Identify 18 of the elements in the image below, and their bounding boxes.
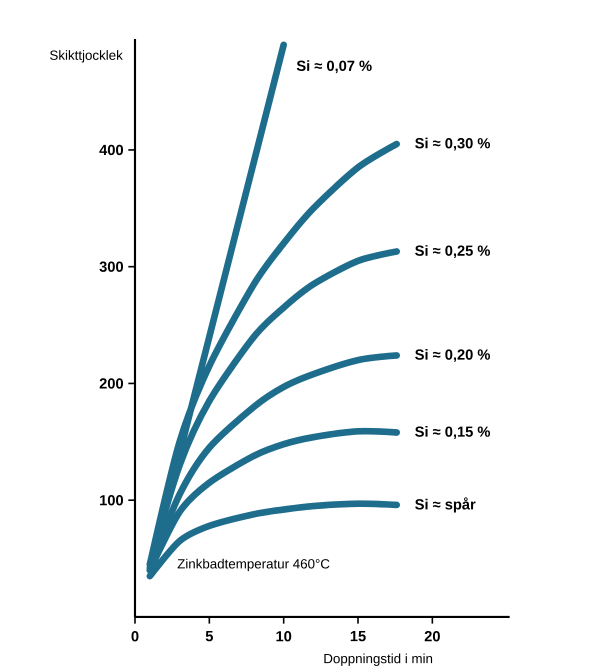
x-axis-title: Doppningstid i min bbox=[324, 653, 432, 666]
x-tick-label: 10 bbox=[276, 631, 292, 642]
x-tick-label: 5 bbox=[206, 631, 213, 642]
y-tick-label: 200 bbox=[100, 378, 124, 389]
x-tick-label: 20 bbox=[424, 631, 440, 642]
y-axis-title: Skikttjocklek bbox=[50, 50, 123, 63]
annotation: Zinkbadtemperatur 460°C bbox=[178, 558, 330, 572]
series-label: Si ≈ 0,07 % bbox=[296, 60, 372, 74]
series-label: Si ≈ 0,20 % bbox=[415, 348, 490, 362]
y-tick-label: 100 bbox=[100, 495, 124, 506]
x-tick-label: 15 bbox=[350, 631, 366, 642]
series-label: Si ≈ 0,30 % bbox=[415, 138, 490, 151]
series-label: Si ≈ 0,15 % bbox=[415, 426, 490, 439]
series-label: Si ≈ spår bbox=[415, 497, 476, 512]
x-tick-label: 0 bbox=[132, 631, 138, 642]
y-tick-label: 300 bbox=[99, 262, 124, 272]
y-tick-label: 400 bbox=[99, 144, 124, 156]
series-label: Si ≈ 0,25 % bbox=[415, 245, 490, 258]
